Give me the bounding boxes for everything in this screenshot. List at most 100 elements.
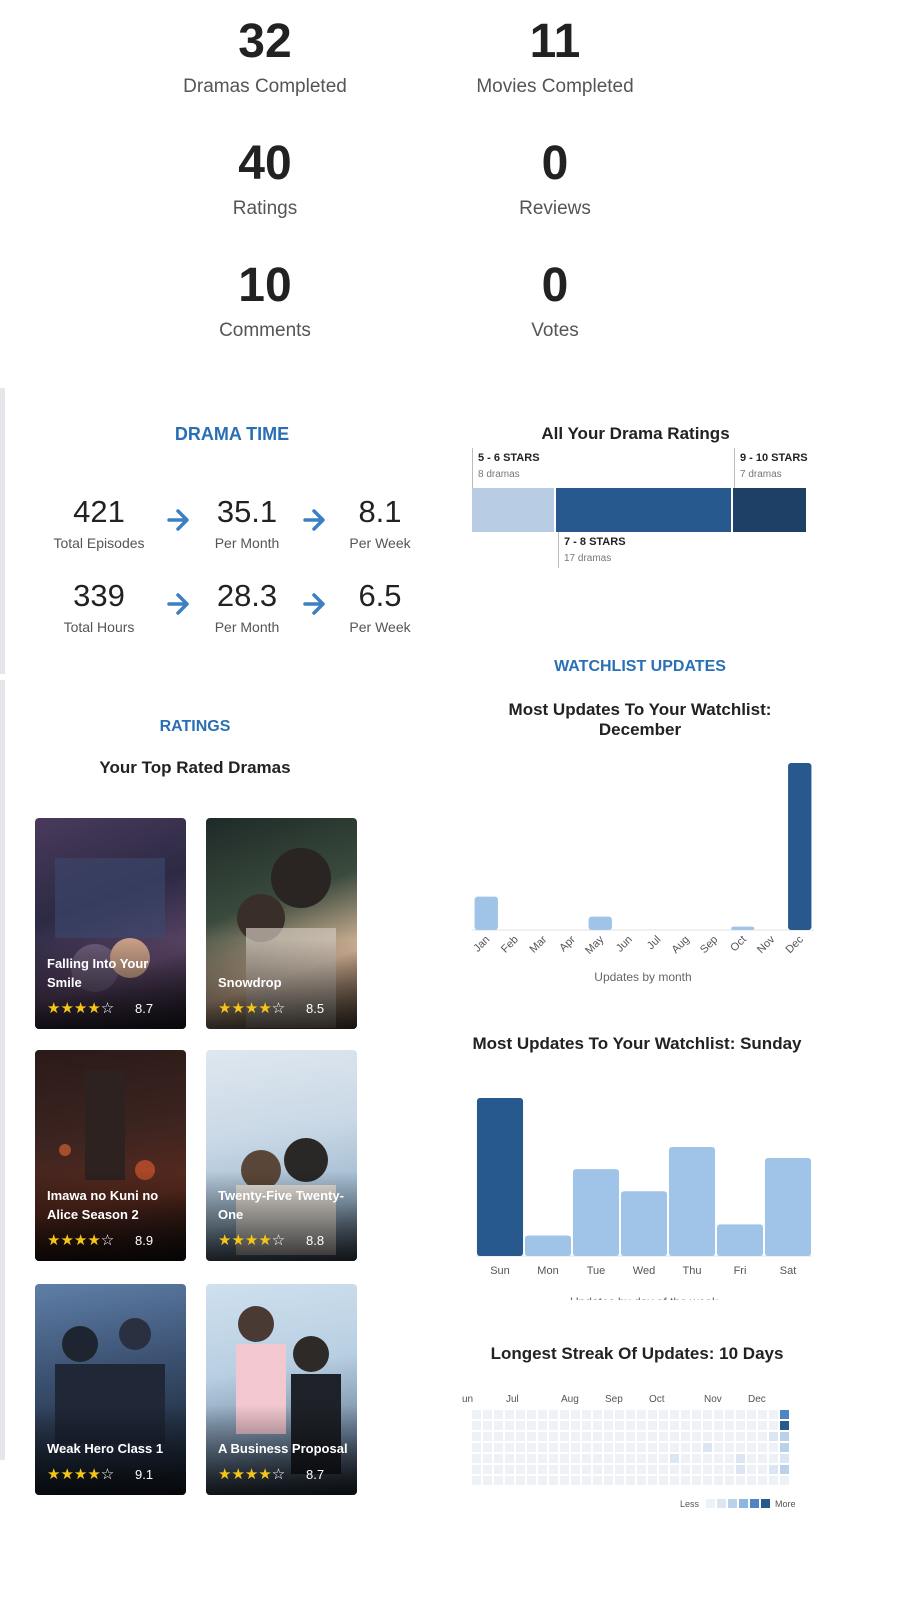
legend-swatch bbox=[728, 1499, 737, 1508]
poster-shade bbox=[206, 1171, 357, 1261]
heatmap-cell bbox=[582, 1421, 591, 1430]
heatmap-cell bbox=[516, 1443, 525, 1452]
rating-distribution-title: All Your Drama Ratings bbox=[541, 424, 730, 443]
top-rated-title: Your Top Rated Dramas bbox=[99, 758, 291, 777]
streak-chart-title: Longest Streak Of Updates: 10 Days bbox=[490, 1344, 784, 1363]
heatmap-cell bbox=[505, 1465, 514, 1474]
heatmap-cell bbox=[769, 1432, 778, 1441]
heatmap-cell bbox=[703, 1410, 712, 1419]
heatmap-cell bbox=[549, 1421, 558, 1430]
heatmap-cell bbox=[758, 1443, 767, 1452]
rating-stars: ★★★★☆ bbox=[47, 1000, 115, 1017]
heatmap-cell bbox=[736, 1454, 745, 1463]
bar bbox=[474, 896, 498, 930]
tick-label: May bbox=[583, 933, 607, 957]
heatmap-cell bbox=[648, 1432, 657, 1441]
heatmap-cell bbox=[549, 1432, 558, 1441]
stat-label: Dramas Completed bbox=[183, 76, 347, 97]
drama-title: A Business Proposal bbox=[218, 1441, 348, 1457]
heatmap-cell bbox=[615, 1465, 624, 1474]
heatmap-cell bbox=[725, 1476, 734, 1485]
heatmap-cell bbox=[582, 1465, 591, 1474]
stat-label: Movies Completed bbox=[476, 76, 634, 97]
drama-poster[interactable]: Falling Into Your Smile ★★★★☆ 8.7 bbox=[35, 818, 186, 1029]
heatmap-cell bbox=[714, 1421, 723, 1430]
heatmap-cell bbox=[483, 1443, 492, 1452]
heatmap-cell bbox=[472, 1421, 481, 1430]
drama-score: 9.1 bbox=[135, 1467, 154, 1482]
bar bbox=[620, 1191, 668, 1256]
heatmap-cell bbox=[626, 1443, 635, 1452]
drama-title: Snowdrop bbox=[218, 975, 282, 991]
heatmap-cell bbox=[472, 1476, 481, 1485]
drama-poster[interactable]: Weak Hero Class 1 ★★★★☆ 9.1 bbox=[35, 1284, 186, 1495]
heatmap-cell bbox=[714, 1476, 723, 1485]
heatmap-cell bbox=[560, 1421, 569, 1430]
heatmap-cell bbox=[736, 1432, 745, 1441]
heatmap-cell bbox=[703, 1454, 712, 1463]
month-label: Sep bbox=[605, 1394, 623, 1405]
drama-poster[interactable]: A Business Proposal ★★★★☆ 8.7 bbox=[206, 1284, 357, 1495]
tick-label: Mon bbox=[537, 1265, 558, 1277]
heatmap-cell bbox=[604, 1443, 613, 1452]
heatmap-cell bbox=[549, 1443, 558, 1452]
stat-votes: 0 Votes bbox=[425, 262, 685, 342]
dt-label: Total Hours bbox=[63, 619, 135, 635]
drama-poster[interactable]: Twenty-Five Twenty-One ★★★★☆ 8.8 bbox=[206, 1050, 357, 1261]
stat-label: Votes bbox=[531, 320, 579, 341]
heatmap-cell bbox=[560, 1432, 569, 1441]
heatmap-cell bbox=[483, 1410, 492, 1419]
heatmap-cell bbox=[604, 1476, 613, 1485]
dt-value: 421 bbox=[73, 494, 125, 529]
segment-count: 8 dramas bbox=[478, 469, 520, 480]
heatmap-cell bbox=[659, 1476, 668, 1485]
heatmap-cell bbox=[769, 1476, 778, 1485]
drama-poster[interactable]: Snowdrop ★★★★☆ 8.5 bbox=[206, 818, 357, 1029]
heatmap-cell bbox=[472, 1410, 481, 1419]
dt-label: Total Episodes bbox=[53, 535, 145, 551]
segment-tick bbox=[472, 448, 473, 488]
heatmap-cell bbox=[747, 1410, 756, 1419]
heatmap-cell bbox=[626, 1410, 635, 1419]
stat-value: 32 bbox=[238, 15, 292, 68]
drama-poster[interactable]: Imawa no Kuni no Alice Season 2 ★★★★☆ 8.… bbox=[35, 1050, 186, 1261]
tick-label: Oct bbox=[728, 934, 749, 955]
heatmap-cell bbox=[615, 1410, 624, 1419]
heatmap-cell bbox=[703, 1465, 712, 1474]
tick-label: Sep bbox=[698, 934, 720, 956]
arrow-right-icon bbox=[303, 593, 325, 615]
heatmap-cell bbox=[571, 1454, 580, 1463]
heatmap-cell bbox=[626, 1421, 635, 1430]
bar bbox=[764, 1158, 812, 1256]
stat-value: 0 bbox=[541, 137, 569, 190]
heatmap-cell bbox=[593, 1454, 602, 1463]
heatmap-cell bbox=[769, 1454, 778, 1463]
bar bbox=[476, 1098, 524, 1256]
month-chart-title: Most Updates To Your Watchlist: December bbox=[508, 700, 772, 740]
heatmap-cell bbox=[560, 1454, 569, 1463]
stat-label: Ratings bbox=[232, 198, 298, 219]
heatmap-cell bbox=[648, 1410, 657, 1419]
day-bar-chart: Sun Mon Tue Wed Thu Fri Sat Updates by day of t… bbox=[476, 1098, 812, 1300]
watchlist-title: WATCHLIST UPDATES bbox=[554, 658, 726, 675]
segment-tick bbox=[558, 532, 559, 568]
drama-score: 8.8 bbox=[306, 1233, 325, 1248]
heatmap-cell bbox=[582, 1432, 591, 1441]
tick-label: Jul bbox=[645, 934, 663, 952]
heatmap-cell bbox=[758, 1465, 767, 1474]
heatmap-cell bbox=[692, 1476, 701, 1485]
heatmap-cell bbox=[571, 1476, 580, 1485]
tick-label: Aug bbox=[670, 934, 692, 956]
drama-title: Imawa no Kuni no Alice Season 2 bbox=[47, 1188, 159, 1223]
heatmap-cell bbox=[560, 1443, 569, 1452]
heatmap-cell bbox=[549, 1465, 558, 1474]
rating-stars: ★★★★☆ bbox=[47, 1232, 115, 1249]
rating-stars: ★★★★☆ bbox=[218, 1466, 286, 1483]
heatmap-cell bbox=[582, 1410, 591, 1419]
drama-score: 8.7 bbox=[135, 1001, 154, 1016]
dt-hours-per-month: 28.3 Per Month bbox=[182, 580, 312, 635]
poster-shade bbox=[206, 1405, 357, 1495]
heatmap-cell bbox=[538, 1421, 547, 1430]
dt-value: 28.3 bbox=[216, 578, 278, 613]
heatmap-cell bbox=[780, 1454, 789, 1463]
